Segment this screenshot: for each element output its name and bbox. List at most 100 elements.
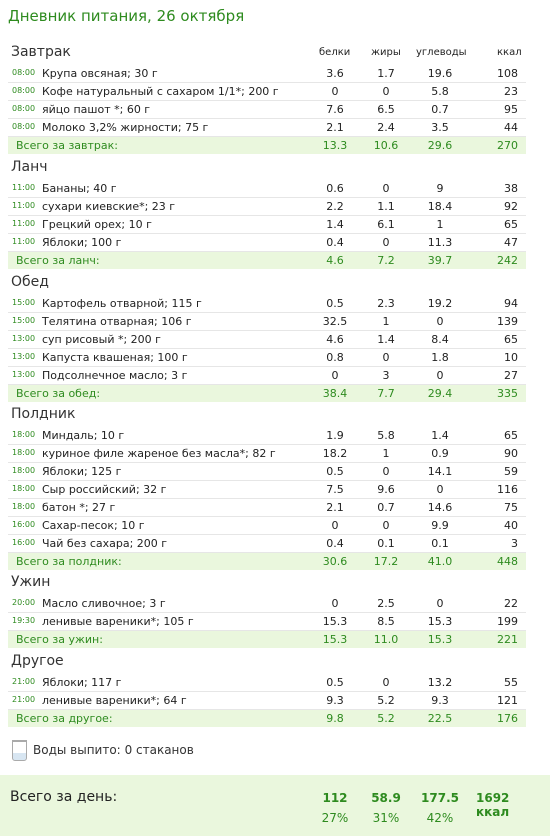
food-carbs: 11.3 <box>427 236 453 249</box>
food-name[interactable]: Крупа овсяная; 30 г <box>42 67 158 80</box>
food-fat: 9.6 <box>377 483 395 496</box>
food-name[interactable]: Сыр российский; 32 г <box>42 483 167 496</box>
food-protein: 0 <box>331 519 339 532</box>
food-time: 11:00 <box>12 201 36 210</box>
food-name[interactable]: Чай без сахара; 200 г <box>42 537 168 550</box>
food-name[interactable]: ленивые вареники*; 64 г <box>42 694 187 707</box>
food-fat: 2.4 <box>377 121 395 134</box>
food-row[interactable]: 08:00 Кофе натуральный с сахаром 1/1*; 20… <box>8 83 526 101</box>
food-kcal: 44 <box>504 121 518 134</box>
food-name[interactable]: суп рисовый *; 200 г <box>42 333 161 346</box>
day-carbs-pct: 42% <box>426 811 454 825</box>
food-kcal: 139 <box>497 315 518 328</box>
food-kcal: 94 <box>504 297 518 310</box>
food-carbs: 0 <box>436 483 444 496</box>
food-name[interactable]: Яблоки; 125 г <box>42 465 122 478</box>
food-row[interactable]: 21:00 ленивые вареники*; 64 г 9.3 5.2 9.3 121 <box>8 692 526 710</box>
food-name[interactable]: Масло сливочное; 3 г <box>42 597 166 610</box>
food-name[interactable]: сухари киевские*; 23 г <box>42 200 176 213</box>
glass-icon <box>12 740 27 761</box>
food-time: 18:00 <box>12 484 36 493</box>
food-row[interactable]: 08:00 Молоко 3,2% жирности; 75 г 2.1 2.4 3.5… <box>8 119 526 137</box>
food-protein: 18.2 <box>322 447 348 460</box>
food-name[interactable]: Сахар-песок; 10 г <box>42 519 145 532</box>
total-protein: 4.6 <box>326 254 344 267</box>
food-protein: 32.5 <box>322 315 348 328</box>
day-kcal: 1692 ккал <box>476 791 510 819</box>
food-fat: 0.7 <box>377 501 395 514</box>
food-row[interactable]: 20:00 Масло сливочное; 3 г 0 2.5 0 22 <box>8 595 526 613</box>
food-kcal: 116 <box>497 483 518 496</box>
food-carbs: 15.3 <box>427 615 453 628</box>
food-protein: 0.8 <box>326 351 344 364</box>
food-time: 18:00 <box>12 448 36 457</box>
meal-total-label: Всего за ланч: <box>16 254 100 267</box>
food-row[interactable]: 11:00 Бананы; 40 г 0.6 0 9 38 <box>8 180 526 198</box>
food-row[interactable]: 08:00 Крупа овсяная; 30 г 3.6 1.7 19.6 108 <box>8 65 526 83</box>
food-row[interactable]: 11:00 Яблоки; 100 г 0.4 0 11.3 47 <box>8 234 526 252</box>
day-total-label: Всего за день: <box>10 789 118 805</box>
food-row[interactable]: 18:00 батон *; 27 г 2.1 0.7 14.6 75 <box>8 499 526 517</box>
total-carbs: 15.3 <box>427 633 453 646</box>
food-name[interactable]: Подсолнечное масло; 3 г <box>42 369 188 382</box>
food-name[interactable]: куриное филе жареное без масла*; 82 г <box>42 447 276 460</box>
food-row[interactable]: 11:00 сухари киевские*; 23 г 2.2 1.1 18.4 92 <box>8 198 526 216</box>
total-fat: 7.7 <box>377 387 395 400</box>
food-protein: 0.5 <box>326 297 344 310</box>
meal-total-row: Всего за обед: 38.4 7.7 29.4 335 <box>8 385 526 402</box>
food-row[interactable]: 19:30 ленивые вареники*; 105 г 15.3 8.5 15.3… <box>8 613 526 631</box>
food-name[interactable]: Молоко 3,2% жирности; 75 г <box>42 121 209 134</box>
food-row[interactable]: 13:00 суп рисовый *; 200 г 4.6 1.4 8.4 65 <box>8 331 526 349</box>
food-row[interactable]: 18:00 Миндаль; 10 г 1.9 5.8 1.4 65 <box>8 427 526 445</box>
food-name[interactable]: Яблоки; 117 г <box>42 676 122 689</box>
food-row[interactable]: 13:00 Капуста квашеная; 100 г 0.8 0 1.8 10 <box>8 349 526 367</box>
food-protein: 7.5 <box>326 483 344 496</box>
food-name[interactable]: батон *; 27 г <box>42 501 116 514</box>
food-name[interactable]: ленивые вареники*; 105 г <box>42 615 194 628</box>
food-name[interactable]: яйцо пашот *; 60 г <box>42 103 151 116</box>
food-row[interactable]: 11:00 Грецкий орех; 10 г 1.4 6.1 1 65 <box>8 216 526 234</box>
food-fat: 0 <box>382 351 390 364</box>
food-fat: 0 <box>382 676 390 689</box>
food-row[interactable]: 18:00 Сыр российский; 32 г 7.5 9.6 0 116 <box>8 481 526 499</box>
food-name[interactable]: Грецкий орех; 10 г <box>42 218 152 231</box>
col-fat-header: жиры <box>371 47 401 58</box>
food-fat: 0.1 <box>377 537 395 550</box>
food-row[interactable]: 15:00 Картофель отварной; 115 г 0.5 2.3 19.2… <box>8 295 526 313</box>
food-row[interactable]: 15:00 Телятина отварная; 106 г 32.5 1 0 139 <box>8 313 526 331</box>
food-fat: 2.3 <box>377 297 395 310</box>
water-counter[interactable]: Воды выпито: 0 стаканов <box>12 740 194 761</box>
food-name[interactable]: Миндаль; 10 г <box>42 429 125 442</box>
food-name[interactable]: Капуста квашеная; 100 г <box>42 351 188 364</box>
food-carbs: 5.8 <box>431 85 449 98</box>
food-row[interactable]: 16:00 Чай без сахара; 200 г 0.4 0.1 0.1 3 <box>8 535 526 553</box>
food-kcal: 75 <box>504 501 518 514</box>
food-row[interactable]: 18:00 Яблоки; 125 г 0.5 0 14.1 59 <box>8 463 526 481</box>
meal-total-row: Всего за полдник: 30.6 17.2 41.0 448 <box>8 553 526 570</box>
food-row[interactable]: 13:00 Подсолнечное масло; 3 г 0 3 0 27 <box>8 367 526 385</box>
food-row[interactable]: 18:00 куриное филе жареное без масла*; 82… <box>8 445 526 463</box>
food-fat: 3 <box>382 369 390 382</box>
food-time: 08:00 <box>12 104 36 113</box>
food-fat: 1.1 <box>377 200 395 213</box>
food-time: 13:00 <box>12 334 36 343</box>
food-row[interactable]: 16:00 Сахар-песок; 10 г 0 0 9.9 40 <box>8 517 526 535</box>
total-kcal: 448 <box>497 555 518 568</box>
food-time: 11:00 <box>12 219 36 228</box>
total-protein: 13.3 <box>322 139 348 152</box>
food-name[interactable]: Яблоки; 100 г <box>42 236 122 249</box>
food-kcal: 95 <box>504 103 518 116</box>
food-row[interactable]: 08:00 яйцо пашот *; 60 г 7.6 6.5 0.7 95 <box>8 101 526 119</box>
food-kcal: 38 <box>504 182 518 195</box>
food-row[interactable]: 21:00 Яблоки; 117 г 0.5 0 13.2 55 <box>8 674 526 692</box>
food-name[interactable]: Бананы; 40 г <box>42 182 117 195</box>
food-kcal: 55 <box>504 676 518 689</box>
food-name[interactable]: Телятина отварная; 106 г <box>42 315 192 328</box>
food-carbs: 19.6 <box>427 67 453 80</box>
food-name[interactable]: Кофе натуральный с сахаром 1/1*; 200 г <box>42 85 279 98</box>
food-kcal: 27 <box>504 369 518 382</box>
food-protein: 0.6 <box>326 182 344 195</box>
meal-total-label: Всего за полдник: <box>16 555 122 568</box>
food-kcal: 47 <box>504 236 518 249</box>
food-name[interactable]: Картофель отварной; 115 г <box>42 297 202 310</box>
